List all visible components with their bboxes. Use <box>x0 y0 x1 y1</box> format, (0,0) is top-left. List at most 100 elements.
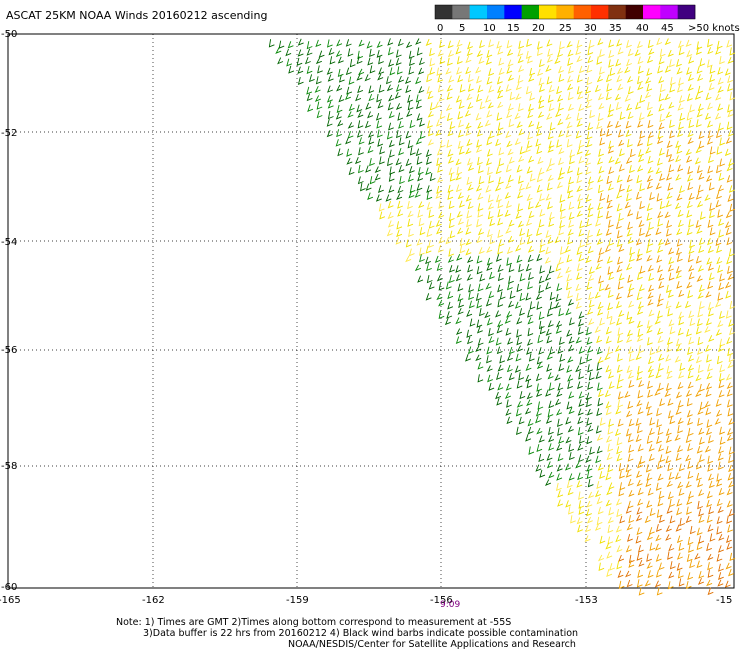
wind-barb <box>626 311 633 320</box>
wind-barb <box>688 119 695 129</box>
wind-barb <box>496 325 503 334</box>
wind-barb <box>526 229 533 238</box>
wind-barb <box>616 509 623 518</box>
wind-barb <box>669 416 676 425</box>
wind-barb <box>466 256 474 264</box>
wind-barb <box>717 320 724 328</box>
wind-barb <box>597 202 604 211</box>
wind-barb <box>497 101 504 109</box>
wind-barb <box>604 353 611 361</box>
wind-barb <box>418 218 425 227</box>
wind-barb <box>607 219 614 228</box>
wind-barb <box>718 461 724 470</box>
wind-barb <box>336 39 343 47</box>
wind-barb <box>465 66 472 75</box>
wind-barb <box>677 481 684 489</box>
wind-barb <box>714 112 721 120</box>
wind-barb <box>608 156 615 164</box>
wind-barb <box>618 183 625 193</box>
wind-barb <box>718 311 725 320</box>
wind-barb <box>535 138 542 147</box>
wind-barb <box>685 516 692 524</box>
wind-barb <box>615 407 622 415</box>
wind-barb <box>555 110 562 118</box>
wind-barb <box>536 185 543 193</box>
wind-barb <box>687 536 694 546</box>
wind-barb <box>637 56 644 65</box>
wind-barb <box>526 399 533 407</box>
wind-barb <box>696 472 702 481</box>
wind-barb <box>586 131 593 140</box>
wind-barb <box>378 67 385 75</box>
wind-barb <box>706 499 713 508</box>
wind-barb <box>636 335 643 343</box>
wind-barb <box>669 515 676 524</box>
wind-barb <box>306 48 313 56</box>
wind-barb <box>497 229 504 239</box>
wind-barb <box>695 461 702 470</box>
wind-barb <box>507 148 514 156</box>
wind-barb <box>338 74 345 83</box>
wind-barb <box>467 184 474 191</box>
wind-barb <box>657 245 663 253</box>
legend-swatch <box>469 5 488 19</box>
wind-barb <box>638 112 645 121</box>
wind-barb <box>506 110 513 119</box>
wind-barb <box>616 265 623 273</box>
wind-barb <box>617 47 624 55</box>
wind-barb <box>728 327 735 336</box>
wind-barb <box>687 572 694 581</box>
wind-barb <box>369 48 375 58</box>
wind-barb <box>577 472 584 481</box>
wind-barb <box>664 93 671 101</box>
wind-barb <box>669 84 676 93</box>
wind-barb <box>607 290 614 299</box>
wind-barb <box>306 41 313 50</box>
wind-barb <box>729 92 736 101</box>
wind-barb <box>397 112 404 121</box>
wind-barb <box>627 453 634 462</box>
wind-barb <box>544 273 551 282</box>
wind-barb <box>637 149 644 157</box>
wind-barb <box>627 221 633 230</box>
wind-barb <box>685 435 692 444</box>
wind-barb <box>706 372 713 380</box>
wind-barb <box>576 55 583 63</box>
wind-barb <box>628 554 635 564</box>
wind-barb <box>656 461 663 470</box>
wind-barb <box>665 284 672 293</box>
wind-barb <box>635 102 641 110</box>
wind-barb <box>585 194 592 203</box>
wind-barb <box>686 50 693 58</box>
latitude-label: -58 <box>1 461 17 472</box>
wind-barb <box>727 83 733 92</box>
wind-barb <box>457 218 464 226</box>
wind-barb <box>377 73 384 81</box>
wind-barb <box>485 158 492 166</box>
wind-barb <box>605 210 612 220</box>
wind-barb <box>415 77 422 85</box>
wind-barb <box>614 428 621 437</box>
wind-barb <box>387 102 394 111</box>
wind-barb <box>658 173 665 182</box>
wind-barb <box>656 345 663 354</box>
wind-barb <box>625 193 632 202</box>
wind-barb <box>687 84 694 92</box>
wind-barb <box>716 245 722 254</box>
wind-barb <box>667 581 674 590</box>
wind-barb <box>676 67 683 75</box>
wind-barb <box>639 130 646 139</box>
wind-barb <box>599 128 606 137</box>
wind-barb <box>728 319 735 327</box>
wind-barb <box>638 155 645 163</box>
wind-barb <box>647 131 654 139</box>
wind-barb <box>577 443 584 451</box>
wind-barb <box>477 283 484 292</box>
wind-barb <box>498 147 505 156</box>
wind-barb <box>636 139 643 147</box>
wind-barb <box>438 94 445 102</box>
wind-barb <box>594 523 601 531</box>
wind-barb <box>517 56 524 64</box>
wind-barb <box>704 401 711 408</box>
wind-barb <box>646 212 653 221</box>
